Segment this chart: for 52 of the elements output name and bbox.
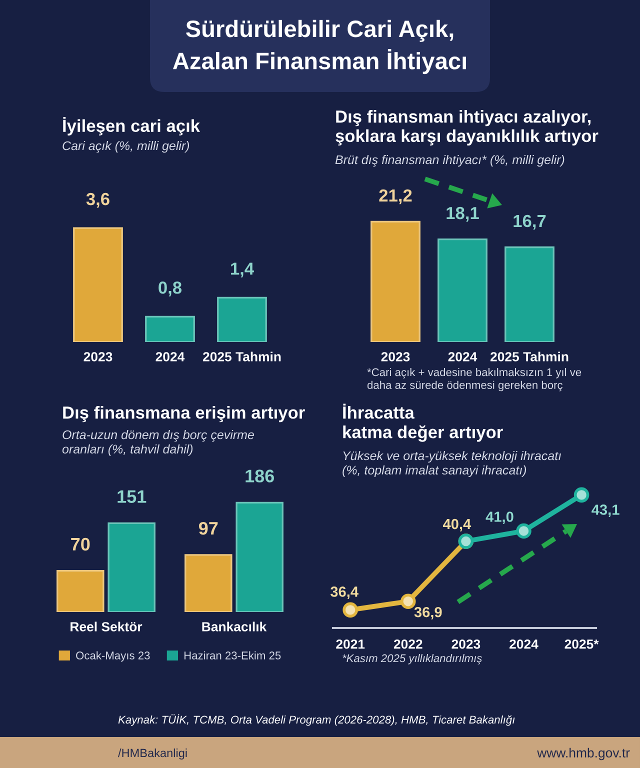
data-label: 36,4 (330, 586, 358, 599)
data-label: 16,7 (514, 214, 546, 230)
x-tick-label: 2025 Tahmin (490, 352, 568, 362)
x-tick-label: 2021 (336, 639, 365, 649)
point (516, 523, 532, 539)
chart-subtitle: Brüt dış finansman ihtiyacı* (%, milli gelir) (335, 155, 564, 167)
x-tick-label: 2025 Tahmin (202, 352, 281, 362)
legend-label: Ocak-Mayıs 23 (76, 651, 150, 662)
chart-title: Dış finansman ihtiyacı azalıyor, şoklara karşı dayanıklılık artıyor (336, 110, 598, 146)
text: Sürdürülebilir Cari Açık, Azalan Finansman İhtiyacı (172, 20, 466, 74)
data-label: 1,4 (231, 262, 254, 278)
x-tick-label: 2023 (84, 352, 112, 362)
data-label: 151 (118, 490, 146, 503)
point (342, 602, 358, 618)
data-label: 21,2 (379, 189, 412, 204)
chart-subtitle: Orta-uzun dönem dış borç çevirme oranları (%, tahvil dahil) (62, 430, 254, 456)
data-label: 18,1 (446, 206, 479, 222)
text: *Cari açık + vadesine bakılmaksızın 1 yıl ve daha az sürede ödenmesi gereken borç (367, 368, 582, 392)
x-tick-label: Bankacılık (202, 622, 267, 632)
bar (236, 502, 284, 612)
bar (108, 522, 156, 612)
legend-label: Haziran 23-Ekim 25 (184, 651, 281, 660)
x-tick-label: 2024 (510, 639, 538, 649)
text: www.hmb.gov.tr (537, 748, 630, 760)
x-tick-label: 2025* (564, 639, 599, 649)
x-tick-label: 2023 (381, 352, 410, 362)
x-tick-label: 2022 (394, 639, 422, 649)
chart-title: Dış finansmana erişim artıyor (63, 406, 305, 422)
x-tick-label: Reel Sektör (70, 622, 142, 632)
bar (56, 570, 104, 612)
data-label: 97 (198, 522, 218, 535)
data-label: 3,6 (86, 192, 110, 208)
x-tick-label: 2024 (156, 352, 185, 362)
x-tick-label: 2024 (448, 352, 478, 362)
text: Kaynak: TÜİK, TCMB, Orta Vadeli Program (2026-2028), HMB, Ticaret Bakanlığı (118, 714, 515, 726)
data-label: 36,9 (414, 606, 442, 620)
text: /HMBakanligi (118, 748, 187, 760)
chart-subtitle: Cari açık (%, milli gelir) (62, 141, 190, 153)
x-tick-label: 2023 (452, 639, 480, 649)
data-label: 186 (246, 470, 274, 482)
data-label: 43,1 (592, 504, 620, 517)
data-label: 0,8 (158, 282, 182, 296)
chart-title: İyileşen cari açık (63, 117, 200, 136)
text: *Kasım 2025 yıllıklandırılmış (342, 654, 482, 664)
chart-title: İhracatta katma değer artıyor (343, 404, 503, 442)
data-label: 70 (71, 538, 90, 551)
point (400, 594, 416, 610)
point (574, 487, 590, 503)
data-label: 40,4 (442, 518, 472, 532)
data-label: 41,0 (486, 512, 514, 524)
bar (184, 554, 232, 612)
chart-subtitle: Yüksek ve orta-yüksek teknoloji ihracatı (%, toplam imalat sanayi ihracatı) (342, 451, 561, 478)
